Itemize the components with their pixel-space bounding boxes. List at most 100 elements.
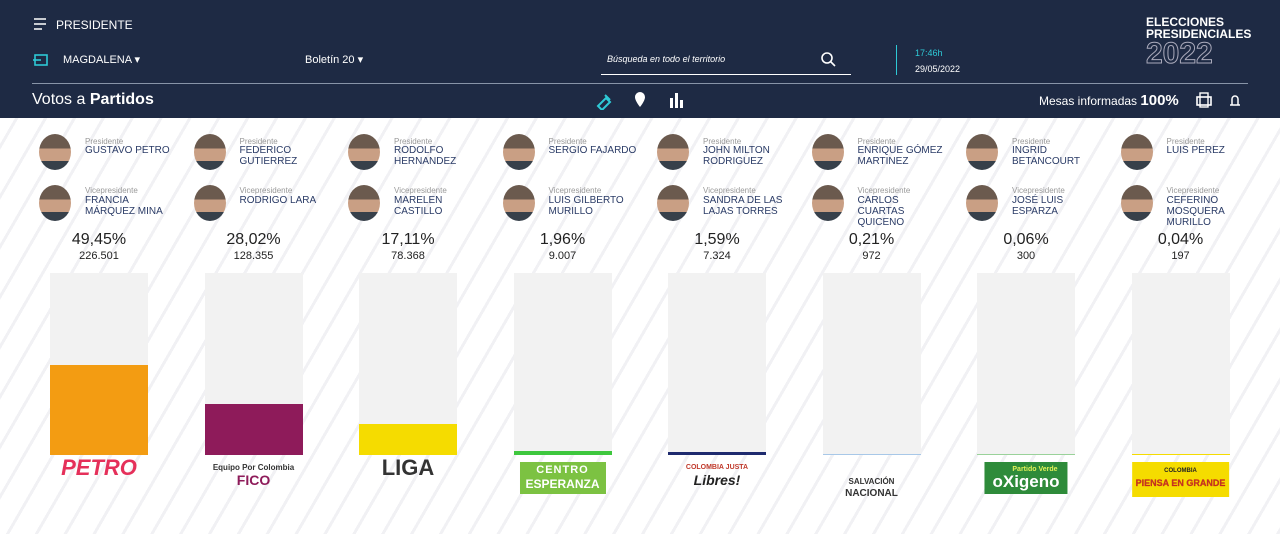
- percent: 1,59%: [694, 231, 740, 248]
- brand-year: 2022: [1145, 37, 1213, 70]
- region-select[interactable]: MAGDALENA ▾: [63, 54, 141, 66]
- vice-name: SANDRA DE LAS LAJAS TORRES: [703, 195, 783, 217]
- search-box[interactable]: Búsqueda en todo el territorio: [601, 46, 851, 75]
- percent: 28,02%: [226, 231, 281, 248]
- president-photo: [348, 134, 380, 170]
- logo-text: FICO: [236, 472, 271, 488]
- logo-text: CENTRO: [519, 462, 606, 478]
- bar: [513, 451, 612, 455]
- president-role: Presidente: [703, 137, 742, 146]
- divider: [896, 45, 897, 75]
- bar-track: [822, 273, 921, 455]
- party-logo: Partido Verde oXigeno: [984, 462, 1068, 494]
- president-photo: [811, 134, 844, 170]
- vice-role: Vicepresidente: [857, 186, 911, 195]
- vice-role: Vicepresidente: [394, 186, 447, 195]
- logo-text: Partido Verde: [984, 462, 1068, 476]
- bar-track: [513, 273, 612, 455]
- brand-line: ELECCIONES: [1146, 15, 1225, 29]
- percent: 0,06%: [1003, 231, 1049, 248]
- title-prefix: Votos a: [32, 91, 86, 108]
- president-name: LUIS PEREZ: [1166, 145, 1225, 156]
- president-role: Presidente: [548, 137, 587, 146]
- vice-photo: [1120, 185, 1153, 221]
- vice-role: Vicepresidente: [1012, 186, 1065, 195]
- vice-photo: [966, 185, 998, 221]
- party-logo: COLOMBIA PIENSA EN GRANDE: [1131, 462, 1230, 497]
- logo-text: Libres!: [693, 472, 741, 488]
- vice-photo: [502, 185, 535, 221]
- bar: [204, 404, 303, 455]
- brand-line: PRESIDENCIALES: [1146, 27, 1252, 41]
- president-photo: [39, 134, 71, 170]
- president-role: Presidente: [239, 137, 278, 146]
- reported: Mesas informadas 100%: [1039, 92, 1179, 109]
- logo-text: oXigeno: [984, 473, 1068, 494]
- brand: ELECCIONES PRESIDENCIALES 2022: [1145, 15, 1252, 70]
- president-photo: [193, 134, 226, 170]
- votes: 78.368: [391, 250, 425, 262]
- votes: 9.007: [548, 250, 577, 262]
- reported-label: Mesas informadas: [1039, 94, 1138, 108]
- bulletin-select[interactable]: Boletín 20 ▾: [305, 54, 364, 66]
- president-photo: [502, 134, 535, 170]
- time: 17:46h: [915, 48, 943, 58]
- bar-track: [359, 273, 457, 455]
- actions[interactable]: [1195, 91, 1245, 109]
- president-name: JOHN MILTON RODRIGUEZ: [703, 145, 770, 167]
- votes: 197: [1171, 250, 1190, 262]
- vice-role: Vicepresidente: [239, 186, 293, 195]
- bar-track: [977, 273, 1075, 455]
- logo-text: PETRO: [61, 455, 137, 480]
- vice-name: CARLOS CUARTAS QUICENO: [857, 195, 905, 228]
- percent: 49,45%: [71, 231, 127, 248]
- vice-name: MARELEN CASTILLO: [394, 195, 443, 217]
- percent: 1,96%: [539, 231, 586, 248]
- president-name: RODOLFO HERNANDEZ: [394, 145, 457, 167]
- president-role: Presidente: [394, 137, 433, 146]
- logo-text: PIENSA EN GRANDE: [1131, 477, 1230, 497]
- president-photo: [966, 134, 998, 170]
- vice-role: Vicepresidente: [85, 186, 138, 195]
- vice-role: Vicepresidente: [548, 186, 602, 195]
- vice-photo: [657, 185, 689, 221]
- menu-icon[interactable]: [33, 17, 47, 31]
- president-photo: [657, 134, 689, 170]
- logo-text: NACIONAL: [845, 488, 898, 499]
- logo-text: ESPERANZA: [519, 478, 606, 494]
- bar-track: [668, 273, 766, 455]
- page-title: Votos a Partidos: [32, 91, 154, 109]
- votes: 7.324: [703, 250, 731, 262]
- bar: [50, 365, 148, 455]
- reported-value: 100%: [1140, 92, 1179, 109]
- party-logo: LIGA: [381, 455, 435, 480]
- party-logo: COLOMBIA JUSTA Libres!: [686, 462, 748, 488]
- votes: 226.501: [79, 250, 119, 262]
- logo-text: SALVACIÓN: [848, 477, 895, 486]
- vice-name: CEFERINO MOSQUERA MURILLO: [1166, 195, 1225, 228]
- view-icons[interactable]: [595, 90, 695, 110]
- president-role: Presidente: [1012, 137, 1051, 146]
- percent: 0,21%: [848, 231, 895, 248]
- president-role: Presidente: [857, 137, 896, 146]
- bar: [359, 423, 457, 455]
- logo-text: LIGA: [381, 455, 435, 480]
- party-logo: SALVACIÓN NACIONAL: [845, 462, 898, 500]
- search-icon[interactable]: [820, 51, 836, 67]
- vice-photo: [348, 185, 380, 221]
- president-role: Presidente: [1166, 137, 1205, 146]
- section[interactable]: PRESIDENTE: [56, 18, 133, 32]
- vice-name: RODRIGO LARA: [239, 195, 317, 206]
- vice-role: Vicepresidente: [1166, 186, 1220, 195]
- percent: 0,04%: [1157, 231, 1204, 248]
- bar-track: [204, 273, 303, 455]
- president-name: FEDERICO GUTIERREZ: [239, 145, 298, 167]
- votes: 300: [1016, 250, 1036, 262]
- bar: [977, 453, 1075, 455]
- vice-role: Vicepresidente: [703, 186, 756, 195]
- bar: [822, 453, 921, 455]
- vice-photo: [811, 185, 844, 221]
- vice-name: FRANCIA MÁRQUEZ MINA: [85, 195, 163, 217]
- president-name: GUSTAVO PETRO: [85, 145, 170, 156]
- percent: 17,11%: [381, 231, 435, 248]
